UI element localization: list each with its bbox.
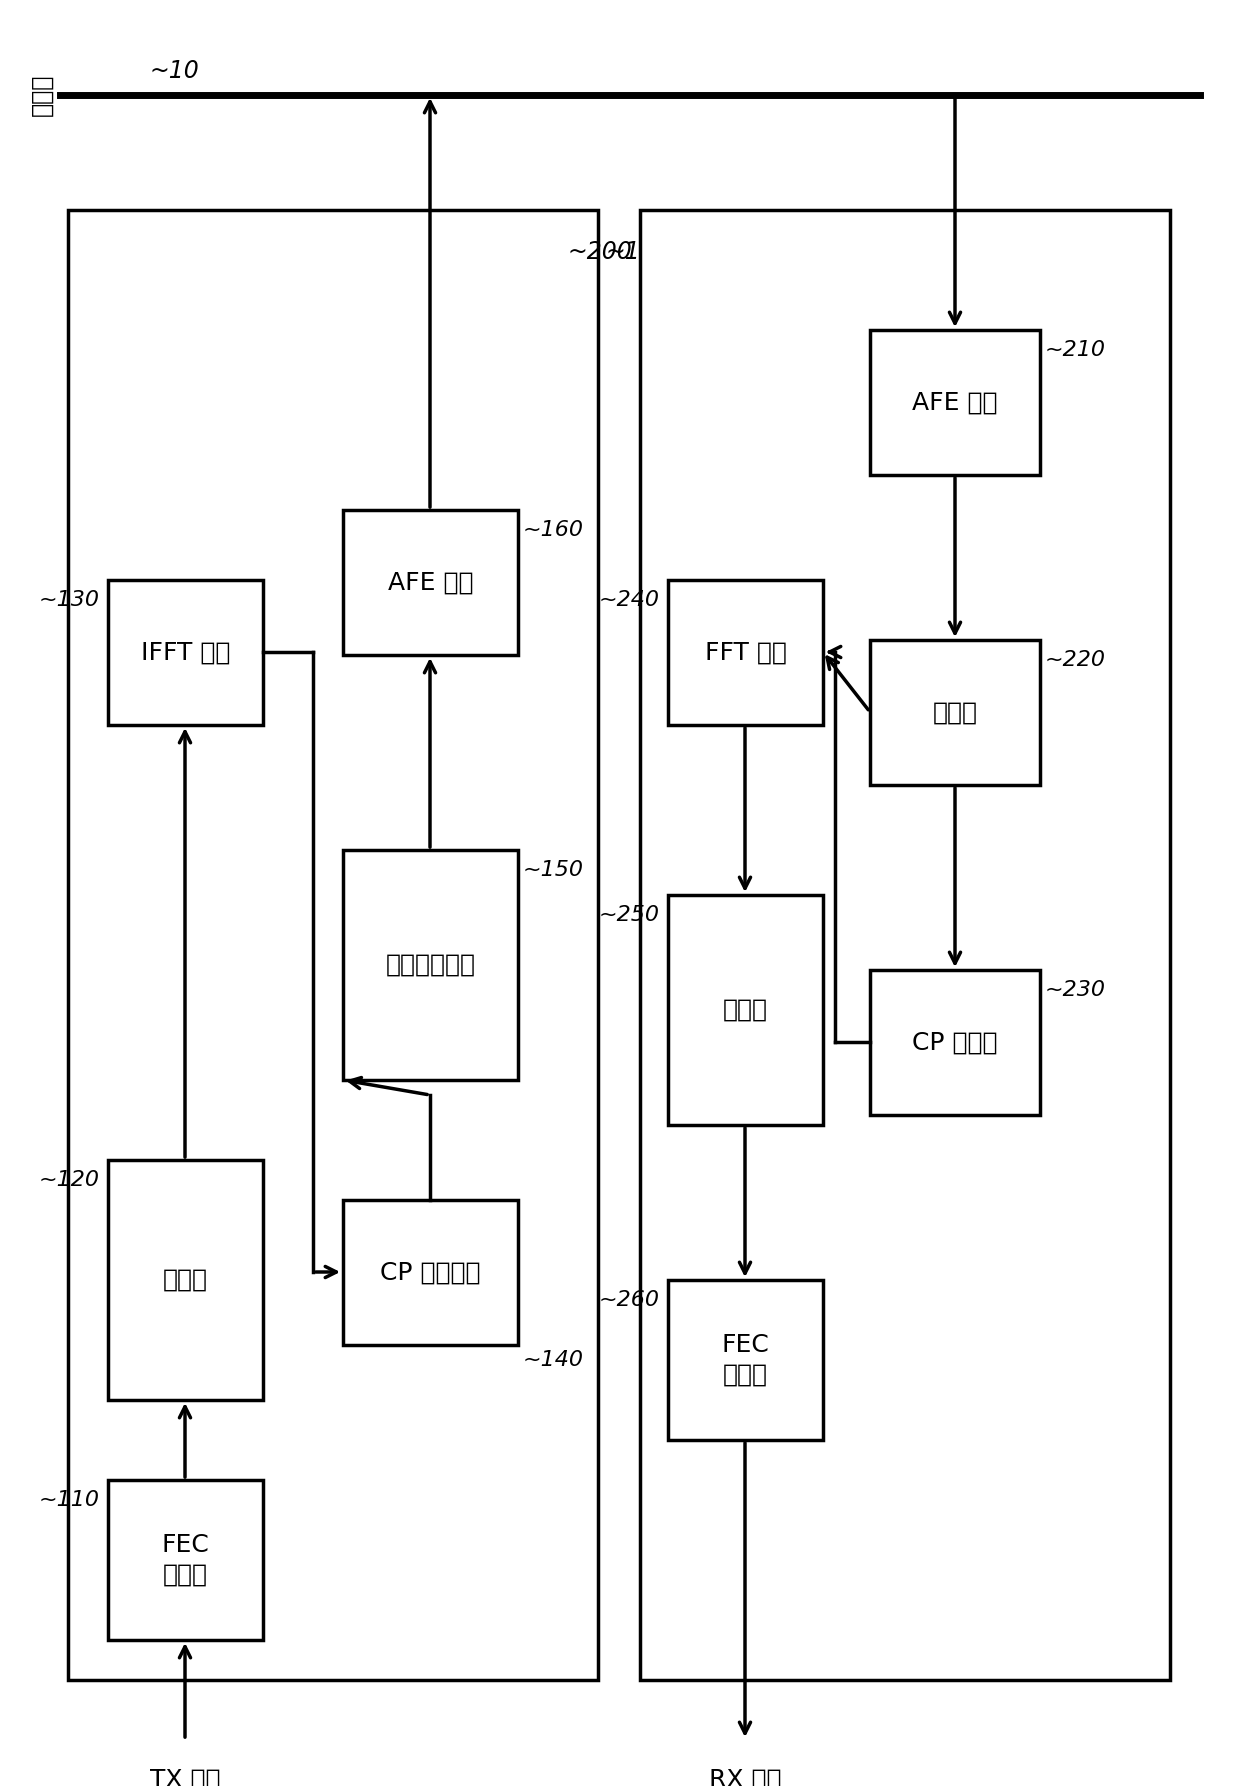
- Bar: [108, 1159, 263, 1400]
- Bar: [68, 211, 598, 1681]
- Bar: [668, 580, 823, 725]
- Bar: [870, 330, 1040, 475]
- Text: ~160: ~160: [523, 520, 584, 539]
- Bar: [343, 850, 518, 1081]
- Text: ~150: ~150: [523, 861, 584, 880]
- Text: 解调器: 解调器: [723, 998, 768, 1022]
- Text: ~200: ~200: [567, 239, 632, 264]
- Bar: [108, 1481, 263, 1640]
- Bar: [343, 1200, 518, 1345]
- Text: ~100: ~100: [606, 239, 671, 264]
- Text: ~210: ~210: [1045, 339, 1106, 361]
- Text: AFE 单元: AFE 单元: [913, 391, 998, 414]
- Text: 电力线: 电力线: [30, 73, 55, 116]
- Text: 同步器: 同步器: [932, 700, 977, 725]
- Bar: [668, 1281, 823, 1440]
- Text: AFE 单元: AFE 单元: [388, 570, 474, 595]
- Text: CP 扩展单元: CP 扩展单元: [381, 1261, 481, 1284]
- Text: FFT 单元: FFT 单元: [704, 641, 786, 664]
- Bar: [108, 580, 263, 725]
- Bar: [870, 639, 1040, 786]
- Text: CP 移除器: CP 移除器: [913, 1031, 998, 1054]
- Text: ~110: ~110: [38, 1490, 100, 1509]
- Text: ~140: ~140: [523, 1350, 584, 1370]
- Text: FEC
编码器: FEC 编码器: [161, 1532, 210, 1586]
- Text: ~10: ~10: [150, 59, 200, 82]
- Bar: [668, 895, 823, 1125]
- Text: ~260: ~260: [599, 1289, 660, 1309]
- Text: ~250: ~250: [599, 906, 660, 925]
- Text: ~230: ~230: [1045, 981, 1106, 1000]
- Text: ~240: ~240: [599, 589, 660, 611]
- Text: RX 数据: RX 数据: [709, 1768, 781, 1786]
- Text: 视窗函数单元: 视窗函数单元: [386, 954, 475, 977]
- Text: 调制器: 调制器: [162, 1268, 208, 1291]
- Text: ~120: ~120: [38, 1170, 100, 1189]
- Text: IFFT 单元: IFFT 单元: [141, 641, 231, 664]
- Text: ~130: ~130: [38, 589, 100, 611]
- Text: TX 数据: TX 数据: [150, 1768, 221, 1786]
- Bar: [870, 970, 1040, 1114]
- Bar: [640, 211, 1171, 1681]
- Bar: [343, 511, 518, 655]
- Text: ~220: ~220: [1045, 650, 1106, 670]
- Text: FEC
解码器: FEC 解码器: [722, 1332, 769, 1388]
